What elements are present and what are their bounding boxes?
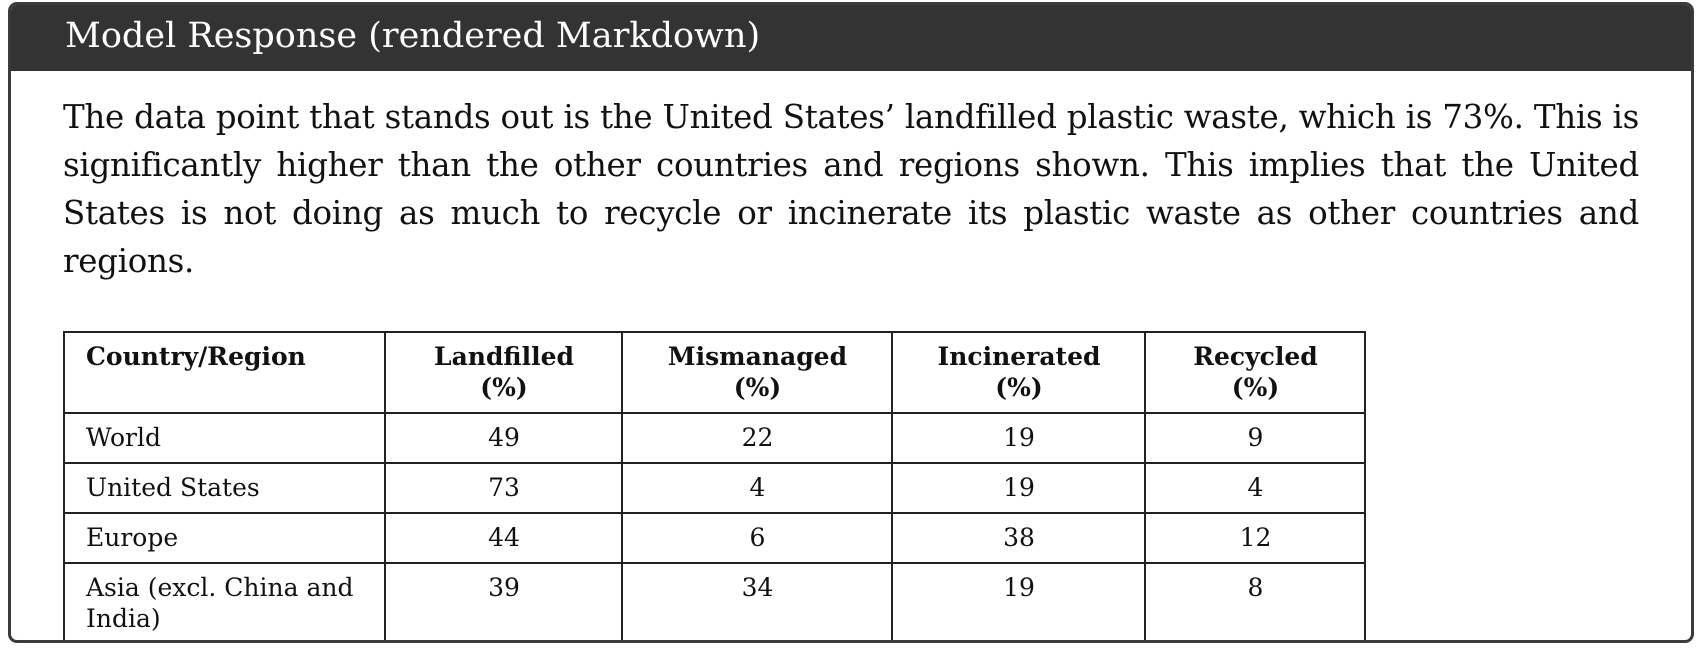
table-cell: United States (63, 462, 386, 514)
card-header-title: Model Response (rendered Markdown) (11, 5, 1691, 71)
plastic-waste-table: Country/Region Landfilled (%) Mismanaged… (63, 331, 1366, 640)
table-cell: 19 (891, 562, 1146, 640)
table-cell: 8 (1144, 562, 1366, 640)
table-row: Asia (excl. China and India) 39 34 19 8 (63, 562, 1366, 640)
table-cell: 4 (621, 462, 893, 514)
column-header-incinerated: Incinerated (%) (891, 331, 1146, 414)
table-cell: 44 (384, 512, 623, 564)
table-header-row: Country/Region Landfilled (%) Mismanaged… (63, 331, 1366, 414)
table-cell: 4 (1144, 462, 1366, 514)
table-cell: 34 (621, 562, 893, 640)
response-paragraph: The data point that stands out is the Un… (63, 98, 1639, 280)
column-header-country: Country/Region (63, 331, 386, 414)
table-cell: World (63, 412, 386, 464)
table-cell: 22 (621, 412, 893, 464)
table-cell: 19 (891, 462, 1146, 514)
response-card: Model Response (rendered Markdown) The d… (8, 2, 1694, 643)
table-row: Europe 44 6 38 12 (63, 512, 1366, 564)
table-cell: 49 (384, 412, 623, 464)
table-cell: 19 (891, 412, 1146, 464)
table-cell: 39 (384, 562, 623, 640)
table-cell: 38 (891, 512, 1146, 564)
table-cell: 12 (1144, 512, 1366, 564)
column-header-mismanaged: Mismanaged (%) (621, 331, 893, 414)
table-cell: 73 (384, 462, 623, 514)
table-cell: Asia (excl. China and India) (63, 562, 386, 640)
column-header-recycled: Recycled (%) (1144, 331, 1366, 414)
table-row: United States 73 4 19 4 (63, 462, 1366, 514)
column-header-landfilled: Landfilled (%) (384, 331, 623, 414)
table-cell: 6 (621, 512, 893, 564)
table-row: World 49 22 19 9 (63, 412, 1366, 464)
table-cell: 9 (1144, 412, 1366, 464)
card-body: The data point that stands out is the Un… (11, 71, 1691, 640)
table-cell: Europe (63, 512, 386, 564)
